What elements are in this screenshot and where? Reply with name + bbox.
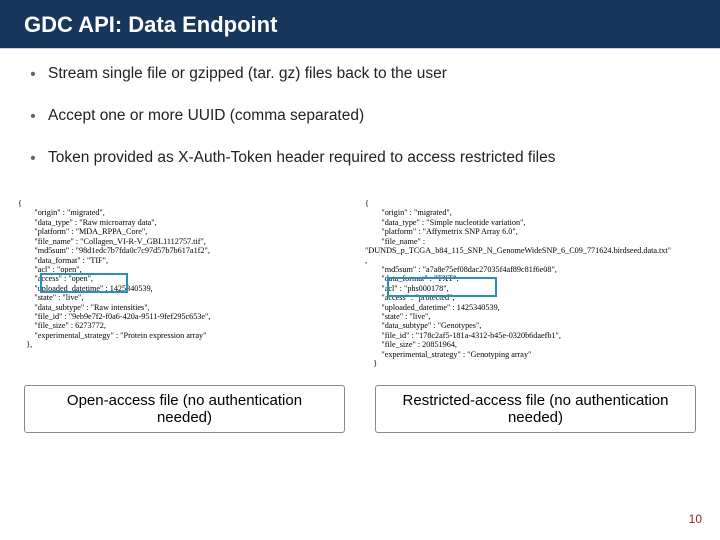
bullet-text: Token provided as X-Auth-Token header re… bbox=[48, 149, 555, 167]
caption-right: Restricted-access file (no authenticatio… bbox=[375, 385, 696, 433]
bullet-item: • Token provided as X-Auth-Token header … bbox=[28, 149, 692, 169]
code-col-left: { "origin" : "migrated", "data_type" : "… bbox=[18, 199, 355, 369]
code-columns: { "origin" : "migrated", "data_type" : "… bbox=[0, 199, 720, 377]
highlight-box-right bbox=[387, 277, 497, 297]
highlight-box-left bbox=[40, 273, 128, 293]
bullet-list: • Stream single file or gzipped (tar. gz… bbox=[0, 49, 720, 199]
bullet-text: Accept one or more UUID (comma separated… bbox=[48, 107, 364, 125]
bullet-text: Stream single file or gzipped (tar. gz) … bbox=[48, 65, 447, 83]
page-title: GDC API: Data Endpoint bbox=[24, 12, 696, 38]
captions-row: Open-access file (no authentication need… bbox=[0, 377, 720, 433]
title-band: GDC API: Data Endpoint bbox=[0, 0, 720, 48]
code-col-right: { "origin" : "migrated", "data_type" : "… bbox=[365, 199, 702, 369]
bullet-dot-icon: • bbox=[28, 149, 38, 169]
page-number: 10 bbox=[689, 512, 702, 526]
bullet-dot-icon: • bbox=[28, 107, 38, 127]
bullet-item: • Accept one or more UUID (comma separat… bbox=[28, 107, 692, 127]
bullet-dot-icon: • bbox=[28, 65, 38, 85]
bullet-item: • Stream single file or gzipped (tar. gz… bbox=[28, 65, 692, 85]
caption-left: Open-access file (no authentication need… bbox=[24, 385, 345, 433]
